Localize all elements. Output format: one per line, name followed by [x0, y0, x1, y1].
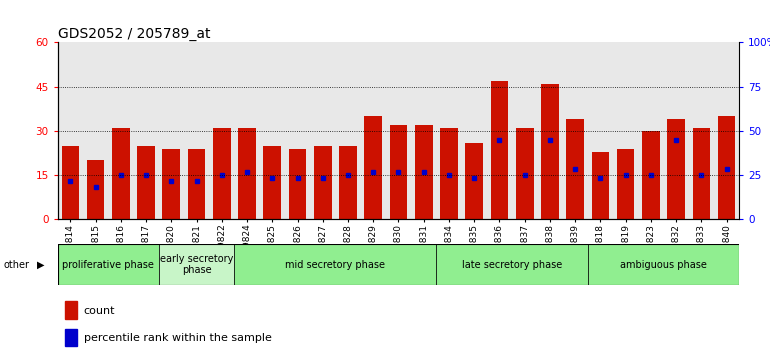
- Bar: [668, 119, 685, 219]
- Text: early secretory
phase: early secretory phase: [160, 254, 233, 275]
- Bar: [364, 116, 382, 219]
- Bar: [159, 42, 184, 219]
- Bar: [133, 42, 159, 219]
- Bar: [718, 116, 735, 219]
- Bar: [184, 42, 209, 219]
- Bar: [386, 42, 411, 219]
- Bar: [512, 42, 537, 219]
- Bar: [617, 149, 634, 219]
- Bar: [638, 42, 664, 219]
- Bar: [613, 42, 638, 219]
- Bar: [516, 128, 534, 219]
- Bar: [234, 244, 437, 285]
- Bar: [642, 131, 660, 219]
- Bar: [437, 42, 461, 219]
- Bar: [259, 42, 285, 219]
- Text: percentile rank within the sample: percentile rank within the sample: [84, 333, 272, 343]
- Bar: [437, 244, 588, 285]
- Bar: [714, 42, 739, 219]
- Bar: [65, 329, 77, 346]
- Bar: [238, 128, 256, 219]
- Bar: [591, 152, 609, 219]
- Bar: [310, 42, 336, 219]
- Bar: [461, 42, 487, 219]
- Bar: [541, 84, 559, 219]
- Bar: [209, 42, 234, 219]
- Text: mid secretory phase: mid secretory phase: [286, 259, 385, 270]
- Bar: [440, 128, 458, 219]
- Text: GDS2052 / 205789_at: GDS2052 / 205789_at: [58, 28, 210, 41]
- Bar: [159, 244, 234, 285]
- Text: late secretory phase: late secretory phase: [462, 259, 562, 270]
- Bar: [58, 42, 83, 219]
- Bar: [58, 244, 159, 285]
- Bar: [65, 301, 77, 319]
- Text: proliferative phase: proliferative phase: [62, 259, 154, 270]
- Bar: [360, 42, 386, 219]
- Bar: [664, 42, 688, 219]
- Bar: [62, 146, 79, 219]
- Bar: [487, 42, 512, 219]
- Bar: [390, 125, 407, 219]
- Bar: [336, 42, 360, 219]
- Bar: [263, 146, 281, 219]
- Text: ▶: ▶: [37, 259, 45, 270]
- Bar: [588, 42, 613, 219]
- Bar: [566, 119, 584, 219]
- Bar: [411, 42, 437, 219]
- Bar: [688, 42, 714, 219]
- Bar: [112, 128, 129, 219]
- Bar: [234, 42, 259, 219]
- Bar: [314, 146, 332, 219]
- Bar: [339, 146, 357, 219]
- Text: other: other: [4, 259, 30, 270]
- Bar: [692, 128, 710, 219]
- Bar: [109, 42, 133, 219]
- Bar: [213, 128, 231, 219]
- Bar: [87, 160, 105, 219]
- Bar: [415, 125, 433, 219]
- Bar: [465, 143, 483, 219]
- Text: count: count: [84, 306, 116, 316]
- Bar: [162, 149, 180, 219]
- Bar: [188, 149, 206, 219]
- Bar: [537, 42, 563, 219]
- Bar: [289, 149, 306, 219]
- Bar: [83, 42, 109, 219]
- Bar: [137, 146, 155, 219]
- Bar: [563, 42, 588, 219]
- Bar: [285, 42, 310, 219]
- Bar: [490, 81, 508, 219]
- Bar: [588, 244, 739, 285]
- Text: ambiguous phase: ambiguous phase: [620, 259, 707, 270]
